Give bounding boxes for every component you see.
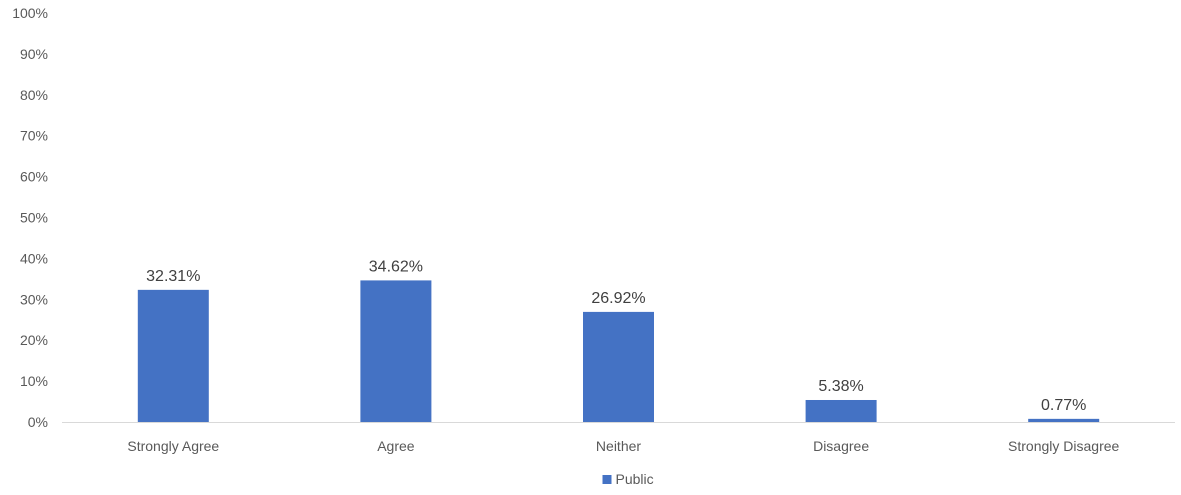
bar[interactable] [583, 311, 654, 422]
legend-swatch [602, 475, 612, 484]
x-tick-label: Agree [377, 438, 415, 454]
data-label: 34.62% [369, 258, 423, 275]
y-tick-label: 90% [20, 46, 48, 62]
bar[interactable] [360, 280, 432, 422]
data-label: 0.77% [1041, 397, 1086, 414]
data-label: 26.92% [591, 290, 645, 307]
x-tick-label: Strongly Agree [127, 438, 219, 454]
y-tick-label: 0% [28, 414, 48, 430]
bar[interactable] [137, 289, 209, 422]
data-label: 5.38% [818, 378, 863, 395]
y-tick-label: 80% [20, 87, 48, 103]
data-label: 32.31% [146, 268, 200, 285]
y-tick-label: 50% [20, 210, 48, 226]
y-tick-label: 60% [20, 169, 48, 185]
y-tick-label: 70% [20, 128, 48, 144]
x-tick-label: Disagree [813, 438, 869, 454]
bar[interactable] [805, 399, 877, 422]
y-tick-label: 20% [20, 332, 48, 348]
legend-label: Public [616, 471, 654, 487]
x-tick-label: Strongly Disagree [1008, 438, 1119, 454]
y-tick-label: 30% [20, 291, 48, 307]
y-tick-label: 40% [20, 250, 48, 266]
y-tick-label: 100% [12, 5, 48, 21]
y-tick-label: 10% [20, 373, 48, 389]
x-tick-label: Neither [596, 438, 641, 454]
bar[interactable] [1028, 418, 1100, 422]
